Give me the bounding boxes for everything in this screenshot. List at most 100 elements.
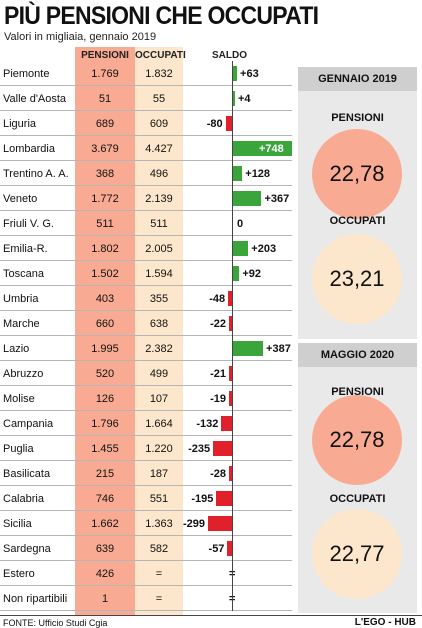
- region-label: Marche: [3, 318, 40, 330]
- saldo-bar-negative: [213, 441, 232, 456]
- row-divider: [0, 510, 292, 511]
- occupati-cell: 4.427: [145, 143, 173, 155]
- occupati-cell: 2.382: [145, 343, 173, 355]
- saldo-label: -80: [206, 118, 223, 130]
- pensioni-cell: 1.502: [91, 268, 119, 280]
- saldo-label: -48: [209, 293, 226, 305]
- row-divider: [0, 335, 292, 336]
- table-row: Abruzzo 520 499 -21: [0, 361, 292, 386]
- row-divider: [0, 260, 292, 261]
- region-label: Lombardia: [3, 143, 55, 155]
- saldo-bar-negative: [229, 316, 232, 331]
- table-row: Calabria 746 551 -195: [0, 486, 292, 511]
- occupati-cell: 582: [149, 543, 169, 555]
- saldo-label: -132: [196, 418, 219, 430]
- panel-occupati-label: OCCUPATI: [329, 215, 386, 227]
- region-label: Campania: [3, 418, 54, 430]
- saldo-bar-positive: [232, 166, 243, 181]
- panel-maggio-2020: MAGGIO 2020 PENSIONI 22,78 OCCUPATI 22,7…: [298, 343, 417, 613]
- occupati-cell: 496: [149, 168, 169, 180]
- table-row: Valle d'Aosta 51 55 +4: [0, 86, 292, 111]
- occupati-cell: 355: [149, 293, 169, 305]
- saldo-label: 0: [237, 218, 244, 230]
- occupati-value: 22,77: [329, 541, 385, 566]
- pensioni-cell: 1.802: [91, 243, 119, 255]
- saldo-bar-negative: [229, 391, 232, 406]
- pensioni-cell: 368: [95, 168, 115, 180]
- table-row: Emilia-R. 1.802 2.005 +203: [0, 236, 292, 261]
- pensioni-cell: 1.455: [91, 443, 119, 455]
- occupati-cell: 2.005: [145, 243, 173, 255]
- occupati-cell: =: [155, 593, 163, 605]
- table-row: Lombardia 3.679 4.427 +748: [0, 136, 292, 161]
- row-divider: [0, 135, 292, 136]
- pensioni-cell: 660: [95, 318, 115, 330]
- saldo-label: +748: [259, 143, 284, 155]
- table-row: Lazio 1.995 2.382 +387: [0, 336, 292, 361]
- row-divider: [0, 310, 292, 311]
- row-divider: [0, 435, 292, 436]
- pensioni-value: 22,78: [329, 161, 385, 186]
- saldo-bar-positive: [232, 66, 238, 81]
- occupati-cell: 1.664: [145, 418, 173, 430]
- panel-occupati-label: OCCUPATI: [329, 493, 386, 505]
- row-divider: [0, 410, 292, 411]
- saldo-bar-negative: [229, 366, 232, 381]
- saldo-label: -19: [210, 393, 226, 405]
- occupati-cell: 1.594: [145, 268, 173, 280]
- saldo-bar-positive: [232, 141, 292, 156]
- occupati-circle: 22,77: [312, 509, 402, 599]
- occupati-cell: 2.139: [145, 193, 173, 205]
- saldo-label: +128: [245, 168, 271, 180]
- pensioni-header: PENSIONI: [81, 50, 129, 61]
- pensioni-cell: 1.772: [91, 193, 119, 205]
- region-label: Non ripartibili: [3, 593, 68, 605]
- saldo-label: +203: [251, 243, 277, 255]
- pensioni-value: 22,78: [329, 427, 385, 452]
- pensioni-cell: 1.662: [91, 518, 119, 530]
- region-label: Puglia: [3, 443, 34, 455]
- table-row: Liguria 689 609 -80: [0, 111, 292, 136]
- saldo-bar-positive: [232, 191, 262, 206]
- saldo-label: -28: [210, 468, 226, 480]
- panel-title: GENNAIO 2019: [298, 67, 417, 91]
- pensioni-cell: 1.796: [91, 418, 119, 430]
- footer-divider: [0, 615, 422, 616]
- pensioni-cell: 403: [95, 293, 115, 305]
- saldo-label: +367: [264, 193, 290, 205]
- table-row: Piemonte 1.769 1.832 +63: [0, 61, 292, 86]
- occupati-cell: 609: [149, 118, 169, 130]
- pensioni-cell: 126: [95, 393, 115, 405]
- pensioni-cell: 746: [95, 493, 115, 505]
- region-label: Umbria: [3, 293, 39, 305]
- saldo-label: +387: [266, 343, 291, 355]
- table-row: Veneto 1.772 2.139 +367: [0, 186, 292, 211]
- saldo-label: -299: [183, 518, 206, 530]
- occupati-cell: 1.220: [145, 443, 173, 455]
- saldo-label: -235: [188, 443, 211, 455]
- region-label: Molise: [3, 393, 35, 405]
- row-divider: [0, 560, 292, 561]
- occupati-cell: 55: [152, 93, 166, 105]
- region-label: Estero: [3, 568, 35, 580]
- occupati-cell: 107: [149, 393, 169, 405]
- region-label: Liguria: [3, 118, 37, 130]
- panel-gennaio-2019: GENNAIO 2019 PENSIONI 22,78 OCCUPATI 23,…: [298, 67, 417, 339]
- occupati-cell: 638: [149, 318, 169, 330]
- row-divider: [0, 360, 292, 361]
- saldo-bar-positive: [232, 91, 235, 106]
- saldo-bar-positive: [232, 341, 264, 356]
- row-divider: [0, 535, 292, 536]
- row-divider: [0, 235, 292, 236]
- occupati-cell: 187: [149, 468, 169, 480]
- saldo-label: -195: [191, 493, 214, 505]
- pensioni-cell: 1.769: [91, 68, 119, 80]
- table-row: Friuli V. G. 511 511 0: [0, 211, 292, 236]
- table-row: Puglia 1.455 1.220 -235: [0, 436, 292, 461]
- brand-logo-text: L'EGO - HUB: [354, 617, 416, 628]
- occupati-header: OCCUPATI: [135, 50, 186, 61]
- occupati-cell: 499: [149, 368, 169, 380]
- table-row: Marche 660 638 -22: [0, 311, 292, 336]
- pensioni-column-bg: [75, 47, 135, 615]
- saldo-bar-negative: [228, 291, 232, 306]
